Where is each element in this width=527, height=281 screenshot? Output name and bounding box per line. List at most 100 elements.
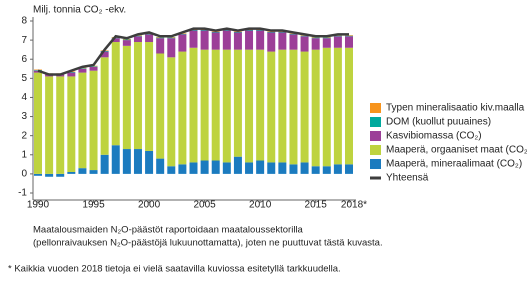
bar-segment <box>278 162 287 174</box>
bar-segment <box>189 29 198 31</box>
bar-segment <box>156 37 165 39</box>
bar-segment <box>89 66 98 71</box>
bar-segment <box>233 32 242 50</box>
bar-segment <box>256 29 265 31</box>
bar-segment <box>233 156 242 174</box>
legend-swatch <box>370 145 381 155</box>
bar-segment <box>311 38 320 50</box>
bar-segment <box>245 49 254 163</box>
x-tick-label: 2015 <box>305 200 328 211</box>
y-tick-label: 6 <box>21 54 27 65</box>
bar-segment <box>67 72 76 73</box>
y-tick-label: 7 <box>21 35 27 46</box>
bar-segment <box>156 158 165 174</box>
bar-segment <box>100 154 109 174</box>
legend-swatch <box>370 159 381 169</box>
bar-segment <box>89 66 98 67</box>
x-tick-label: 1995 <box>82 200 105 211</box>
bar-segment <box>322 166 331 174</box>
bar-segment <box>45 76 54 174</box>
bar-segment <box>245 30 254 50</box>
bar-segment <box>333 36 342 48</box>
bar-segment <box>256 49 265 161</box>
bar-segment <box>233 49 242 157</box>
bar-segment <box>333 47 342 165</box>
bar-segment <box>34 70 42 71</box>
bar-segment <box>345 36 353 48</box>
bar-segment <box>111 145 120 174</box>
bar-segment <box>333 164 342 174</box>
bar-segment <box>289 49 298 165</box>
bar-segment <box>311 166 320 174</box>
bar-segment <box>211 49 220 161</box>
bar-segment <box>145 33 154 35</box>
bar-segment <box>67 72 76 77</box>
bar-segment <box>34 69 42 71</box>
bar-segment <box>245 162 254 174</box>
bar-segment <box>278 49 287 163</box>
bar-segment <box>345 35 353 37</box>
bar-segment <box>222 162 231 174</box>
bar-segment <box>100 51 109 58</box>
bar-segment <box>45 173 54 177</box>
bar-segment <box>133 149 142 174</box>
bar-segment <box>345 47 353 165</box>
bar-segment <box>156 38 165 54</box>
bar-segment <box>178 51 187 165</box>
y-axis-title: Milj. tonnia CO₂ -ekv. <box>33 5 126 16</box>
x-tick-label: 2018* <box>341 200 367 211</box>
x-tick-label: 2000 <box>138 200 161 211</box>
bar-segment <box>156 53 165 159</box>
bar-segment <box>67 171 76 174</box>
x-tick-label: 1990 <box>27 200 50 211</box>
bar-segment <box>122 149 131 174</box>
bar-segment <box>178 34 187 52</box>
y-tick-label: 2 <box>21 130 27 141</box>
bar-segment <box>133 36 142 43</box>
bar-segment <box>300 162 309 174</box>
bar-segment <box>211 31 220 33</box>
total-line <box>37 27 349 76</box>
bar-segment <box>256 160 265 174</box>
legend-swatch <box>370 117 381 127</box>
bar-segment <box>67 76 76 172</box>
bar-segment <box>56 173 65 177</box>
bar-segment <box>167 166 176 174</box>
bar-segment <box>167 38 176 58</box>
x-tick-label: 2010 <box>249 200 272 211</box>
bar-segment <box>78 168 87 174</box>
y-tick-label: 8 <box>21 16 27 27</box>
bar-segment <box>300 51 309 163</box>
bar-segment <box>322 47 331 167</box>
legend-label: Kasvibiomassa (CO₂) <box>386 131 482 142</box>
legend-label: DOM (kuollut puuaines) <box>386 117 491 128</box>
bar-segment <box>278 32 287 50</box>
bar-segment <box>111 38 120 43</box>
legend-label: Typen mineralisaatio kiv.maalla <box>386 103 525 114</box>
bar-segment <box>200 29 209 31</box>
bar-segment <box>311 37 320 39</box>
bar-segment <box>178 164 187 174</box>
bar-segment <box>122 40 131 46</box>
bar-segment <box>56 76 65 174</box>
bar-segment <box>345 164 353 174</box>
bar-segment <box>111 42 120 146</box>
bar-segment <box>122 39 131 41</box>
y-tick-label: 4 <box>21 92 27 103</box>
bar-segment <box>100 57 109 155</box>
legend-label: Maaperä, orgaaniset maat (CO₂) <box>386 145 527 156</box>
note: Maatalousmaiden N₂O-päästöt raportoidaan… <box>33 225 304 236</box>
bar-segment <box>133 42 142 150</box>
bar-segment <box>178 33 187 35</box>
note: (pellonraivauksen N₂O-päästöjä lukuunott… <box>33 238 383 249</box>
bar-segment <box>34 72 42 174</box>
bar-segment <box>311 49 320 167</box>
bar-segment <box>333 35 342 37</box>
bar-segment <box>300 35 309 37</box>
bar-segment <box>189 30 198 48</box>
bar-segment <box>256 30 265 50</box>
bar-segment <box>267 51 276 163</box>
bar-segment <box>167 37 176 39</box>
bar-segment <box>322 38 331 48</box>
